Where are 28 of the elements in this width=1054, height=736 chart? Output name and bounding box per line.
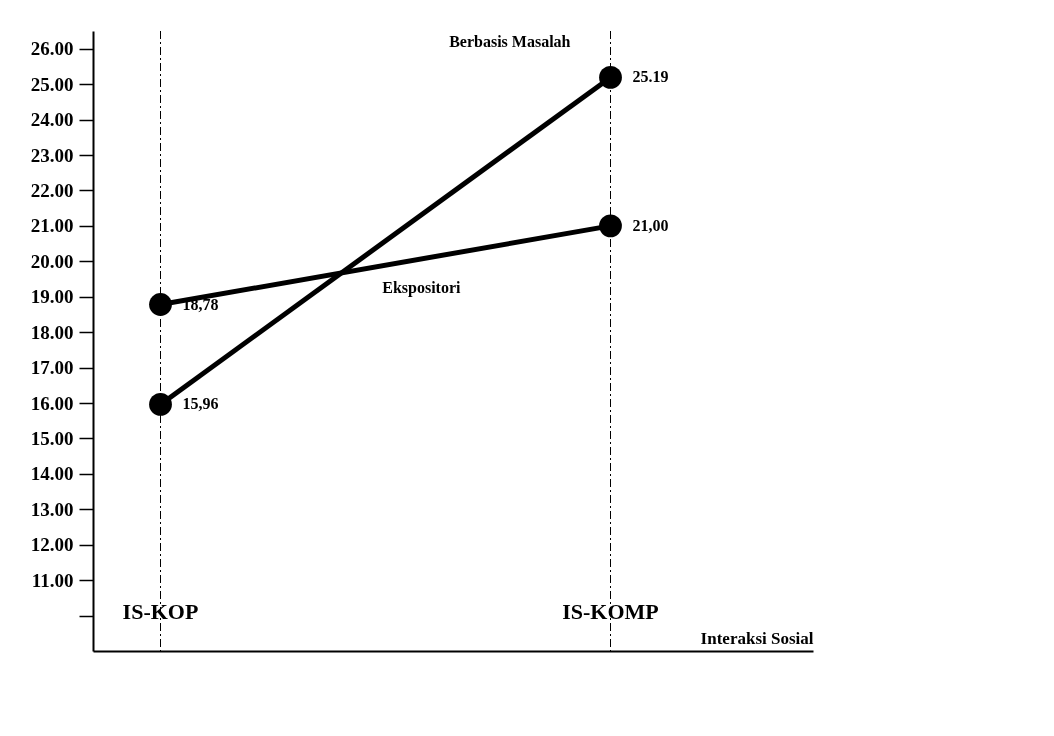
- y-tick-label: 16.00: [30, 392, 74, 414]
- y-tick-label: 26.00: [30, 38, 74, 60]
- y-tick-label: 22.00: [30, 179, 74, 201]
- x-axis-title: Interaksi Sosial: [700, 628, 814, 648]
- y-tick-label: 15.00: [30, 427, 74, 449]
- y-tick-label: 23.00: [30, 144, 74, 166]
- point: [149, 393, 172, 416]
- y-tick-label: 18.00: [30, 321, 74, 343]
- y-tick-label: 21.00: [30, 215, 74, 237]
- y-tick-label: 20.00: [30, 250, 74, 272]
- series-label: Ekspositori: [382, 278, 462, 297]
- y-tick-label: 14.00: [30, 463, 74, 485]
- y-tick-label: 17.00: [30, 357, 74, 379]
- y-tick-label: 13.00: [30, 498, 74, 520]
- x-tick-label: IS-KOMP: [562, 599, 659, 625]
- data-label: 21,00: [632, 216, 669, 234]
- y-tick-label: 12.00: [30, 534, 74, 556]
- point: [599, 214, 622, 238]
- text: Berbasis Masalah: [449, 33, 571, 51]
- data-label: 25.19: [632, 68, 669, 86]
- x-tick-label: IS-KOP: [122, 599, 199, 625]
- point: [599, 66, 622, 89]
- point: [149, 293, 172, 316]
- y-tick-label: 25.00: [30, 73, 74, 95]
- y-tick-label: 11.00: [31, 569, 74, 591]
- data-label: 15,96: [182, 395, 219, 413]
- y-tick-label: 24.00: [30, 109, 74, 131]
- y-tick-label: 19.00: [30, 286, 74, 308]
